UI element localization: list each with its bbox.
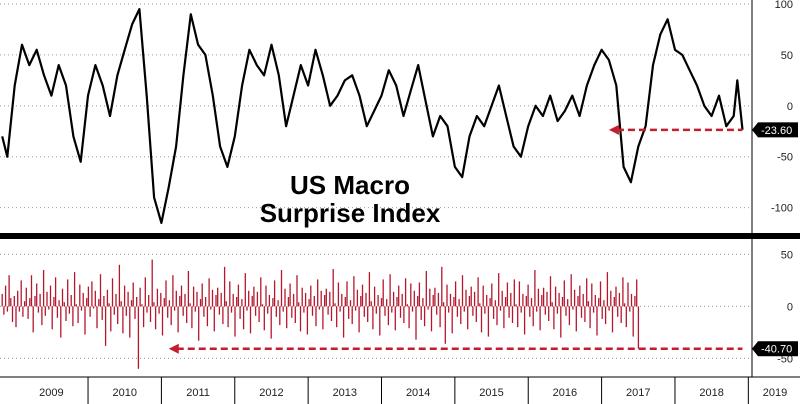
- monthly-change-badge-box: [758, 341, 798, 357]
- top-y-tick-label: 50: [781, 50, 793, 62]
- x-axis-tick-label: 2010: [112, 387, 136, 399]
- monthly-change-bars: [1, 259, 640, 369]
- top-y-tick-label: 0: [787, 101, 793, 113]
- chart-title-line-1: US Macro: [290, 170, 410, 200]
- surprise-index-arrowhead: [608, 124, 619, 135]
- x-axis-tick-label: 2017: [626, 387, 650, 399]
- x-axis-ticks: 2009 2010 2011 2012 2013 2014 2015 2016 2017 2018…: [39, 377, 787, 404]
- x-axis-tick-label: 2013: [333, 387, 357, 399]
- bottom-y-axis: 50 0 -50: [751, 239, 793, 377]
- x-axis-tick-label: 2015: [479, 387, 503, 399]
- surprise-index-badge-pointer: [752, 122, 758, 138]
- surprise-index-badge-box: [758, 122, 798, 138]
- panel-separator: [0, 233, 800, 239]
- bottom-panel: 50 0 -50 -40.70: [0, 239, 798, 377]
- top-y-tick-label: 100: [775, 0, 793, 11]
- x-axis-tick-label: 2014: [406, 387, 430, 399]
- x-axis-tick-label: 2018: [699, 387, 723, 399]
- bottom-y-tick-label: -50: [777, 353, 793, 365]
- x-axis-tick-label: 2019: [763, 387, 787, 399]
- surprise-index-last-badge: -23.60: [752, 122, 798, 138]
- bottom-y-tick-label: 50: [781, 249, 793, 261]
- surprise-index-last-value: -23.60: [761, 125, 792, 137]
- chart-title-line-2: Surprise Index: [260, 198, 441, 228]
- x-axis: 2009 2010 2011 2012 2013 2014 2015 2016 2017 2018…: [0, 376, 800, 404]
- monthly-change-badge-pointer: [752, 341, 758, 357]
- x-axis-tick-label: 2009: [39, 387, 63, 399]
- monthly-change-arrowhead: [168, 343, 179, 354]
- top-y-axis: 100 50 0 -50 -100: [751, 0, 793, 233]
- top-panel: 100 50 0 -50 -100 -23.60 US Macro Surprise I…: [0, 0, 798, 233]
- top-y-tick-label: -100: [771, 203, 793, 215]
- x-axis-tick-label: 2012: [259, 387, 283, 399]
- surprise-index-line: [1, 8, 744, 224]
- monthly-change-last-badge: -40.70: [752, 341, 798, 357]
- monthly-change-last-value: -40.70: [761, 344, 792, 356]
- top-y-tick-label: -50: [777, 152, 793, 164]
- x-axis-tick-label: 2011: [186, 387, 210, 399]
- bottom-y-tick-label: 0: [787, 301, 793, 313]
- x-axis-tick-label: 2016: [553, 387, 577, 399]
